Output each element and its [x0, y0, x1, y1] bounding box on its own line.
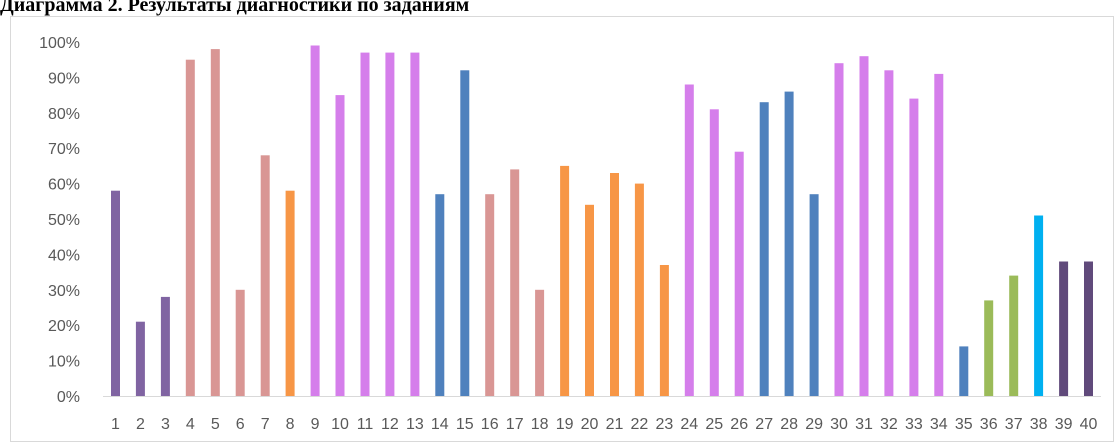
bar-26: [734, 151, 744, 396]
x-tick-label: 33: [905, 416, 923, 433]
y-tick-label: 20%: [48, 318, 80, 335]
x-tick-label: 11: [357, 416, 374, 433]
bar-19: [560, 165, 570, 396]
bar-22: [634, 183, 644, 396]
x-tick-label: 32: [880, 416, 898, 433]
chart-title: Диаграмма 2. Результаты диагностики по з…: [0, 0, 470, 16]
bar-28: [784, 91, 794, 396]
bar-39: [1059, 261, 1069, 396]
bar-1: [111, 190, 120, 396]
bar-12: [385, 52, 395, 396]
x-tick-label: 16: [481, 416, 499, 433]
y-tick-label: 40%: [48, 247, 80, 264]
y-tick-label: 10%: [48, 354, 80, 371]
bar-8: [285, 190, 295, 396]
bar-15: [460, 70, 470, 397]
bar-35: [959, 346, 969, 396]
y-tick-label: 0%: [57, 389, 80, 406]
x-tick-label: 24: [680, 416, 698, 433]
x-tick-label: 15: [456, 416, 474, 433]
x-tick-label: 7: [261, 416, 270, 433]
x-tick-label: 23: [656, 416, 674, 433]
bar-36: [984, 300, 994, 396]
bar-30: [834, 63, 844, 396]
x-tick-label: 25: [705, 416, 723, 433]
x-tick-label: 1: [111, 416, 120, 433]
x-tick-label: 22: [631, 416, 649, 433]
y-tick-label: 70%: [48, 141, 80, 158]
bar-13: [410, 52, 420, 396]
bar-18: [535, 289, 545, 396]
x-tick-label: 37: [1005, 416, 1023, 433]
x-tick-label: 12: [381, 416, 399, 433]
bar-17: [510, 169, 520, 396]
bar-29: [809, 194, 819, 396]
x-tick-label: 10: [331, 416, 349, 433]
x-tick-label: 18: [531, 416, 549, 433]
x-axis: 1 2 3 4 5 6 7 8 9 10 11 12 13 14 15 16 17 18 19 20 21 22 23 24 2…: [111, 416, 1097, 433]
y-tick-label: 90%: [48, 70, 80, 87]
x-tick-label: 27: [755, 416, 773, 433]
x-tick-label: 9: [311, 416, 320, 433]
bar-37: [1009, 275, 1019, 396]
x-tick-label: 39: [1055, 416, 1073, 433]
x-tick-label: 21: [606, 416, 624, 433]
bar-10: [335, 95, 345, 396]
x-tick-label: 31: [855, 416, 873, 433]
x-tick-label: 26: [730, 416, 748, 433]
bar-24: [684, 84, 694, 396]
y-tick-label: 50%: [48, 212, 80, 229]
bar-5: [210, 49, 220, 396]
bar-16: [485, 194, 495, 396]
bar-23: [659, 265, 669, 396]
chart-frame: [10, 16, 1114, 442]
x-tick-label: 28: [780, 416, 798, 433]
bar-34: [934, 73, 944, 397]
x-tick-label: 29: [805, 416, 823, 433]
bar-31: [859, 56, 869, 396]
bar-21: [610, 173, 619, 396]
y-tick-label: 100%: [39, 35, 80, 52]
x-tick-label: 5: [211, 416, 220, 433]
bar-4: [185, 59, 195, 396]
x-tick-label: 36: [980, 416, 998, 433]
bar-3: [160, 296, 170, 396]
y-tick-label: 30%: [48, 283, 80, 300]
x-tick-label: 2: [136, 416, 145, 433]
x-tick-label: 20: [581, 416, 599, 433]
bar-25: [709, 109, 719, 397]
bar-14: [435, 194, 445, 396]
x-tick-label: 40: [1080, 416, 1098, 433]
x-tick-label: 17: [506, 416, 524, 433]
y-tick-label: 80%: [48, 106, 80, 123]
x-tick-label: 38: [1030, 416, 1048, 433]
x-tick-label: 4: [186, 416, 195, 433]
x-tick-label: 35: [955, 416, 973, 433]
x-tick-label: 13: [406, 416, 424, 433]
bar-2: [135, 321, 145, 396]
x-tick-label: 34: [930, 416, 948, 433]
x-tick-label: 6: [236, 416, 245, 433]
bar-32: [884, 70, 894, 397]
x-tick-label: 19: [556, 416, 574, 433]
bar-33: [909, 98, 919, 396]
bar-38: [1034, 215, 1044, 396]
bars: [111, 45, 1093, 397]
bar-9: [310, 45, 320, 396]
y-tick-label: 60%: [48, 177, 80, 194]
bar-20: [585, 204, 594, 396]
x-tick-label: 14: [431, 416, 449, 433]
x-tick-label: 3: [161, 416, 170, 433]
bar-7: [260, 155, 270, 396]
bar-40: [1084, 261, 1093, 396]
bar-11: [360, 52, 370, 396]
x-tick-label: 30: [830, 416, 848, 433]
x-tick-label: 8: [286, 416, 295, 433]
bar-6: [235, 289, 245, 396]
bar-27: [759, 102, 769, 396]
y-axis: 0% 10% 20% 30% 40% 50% 60% 70% 80% 90% 100%: [39, 35, 80, 406]
